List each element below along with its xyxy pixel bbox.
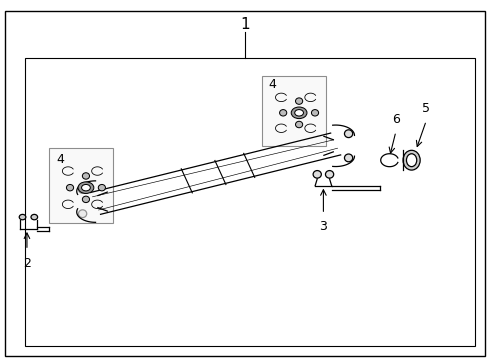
Ellipse shape: [295, 98, 303, 104]
Text: 6: 6: [392, 113, 400, 126]
Text: 1: 1: [240, 17, 250, 32]
Ellipse shape: [78, 210, 87, 217]
Text: 5: 5: [422, 102, 430, 115]
Ellipse shape: [295, 121, 303, 128]
Text: 4: 4: [269, 78, 276, 91]
Ellipse shape: [81, 184, 90, 191]
Bar: [49, 148, 113, 223]
Ellipse shape: [403, 150, 420, 170]
Bar: [24, 58, 475, 346]
Ellipse shape: [312, 109, 318, 116]
Ellipse shape: [325, 171, 334, 178]
Ellipse shape: [280, 109, 287, 116]
Text: 4: 4: [56, 153, 64, 166]
Ellipse shape: [98, 184, 105, 191]
Ellipse shape: [31, 215, 38, 220]
Ellipse shape: [294, 109, 303, 116]
Ellipse shape: [82, 196, 90, 203]
Ellipse shape: [344, 130, 353, 138]
Ellipse shape: [344, 154, 353, 162]
Bar: [262, 76, 326, 146]
Text: 3: 3: [319, 220, 327, 233]
Text: 2: 2: [23, 257, 31, 270]
Ellipse shape: [78, 186, 87, 193]
Ellipse shape: [82, 173, 90, 179]
Ellipse shape: [19, 215, 26, 220]
Ellipse shape: [78, 182, 94, 193]
Ellipse shape: [67, 184, 74, 191]
Ellipse shape: [291, 107, 307, 118]
Ellipse shape: [313, 171, 321, 178]
Ellipse shape: [407, 154, 416, 167]
